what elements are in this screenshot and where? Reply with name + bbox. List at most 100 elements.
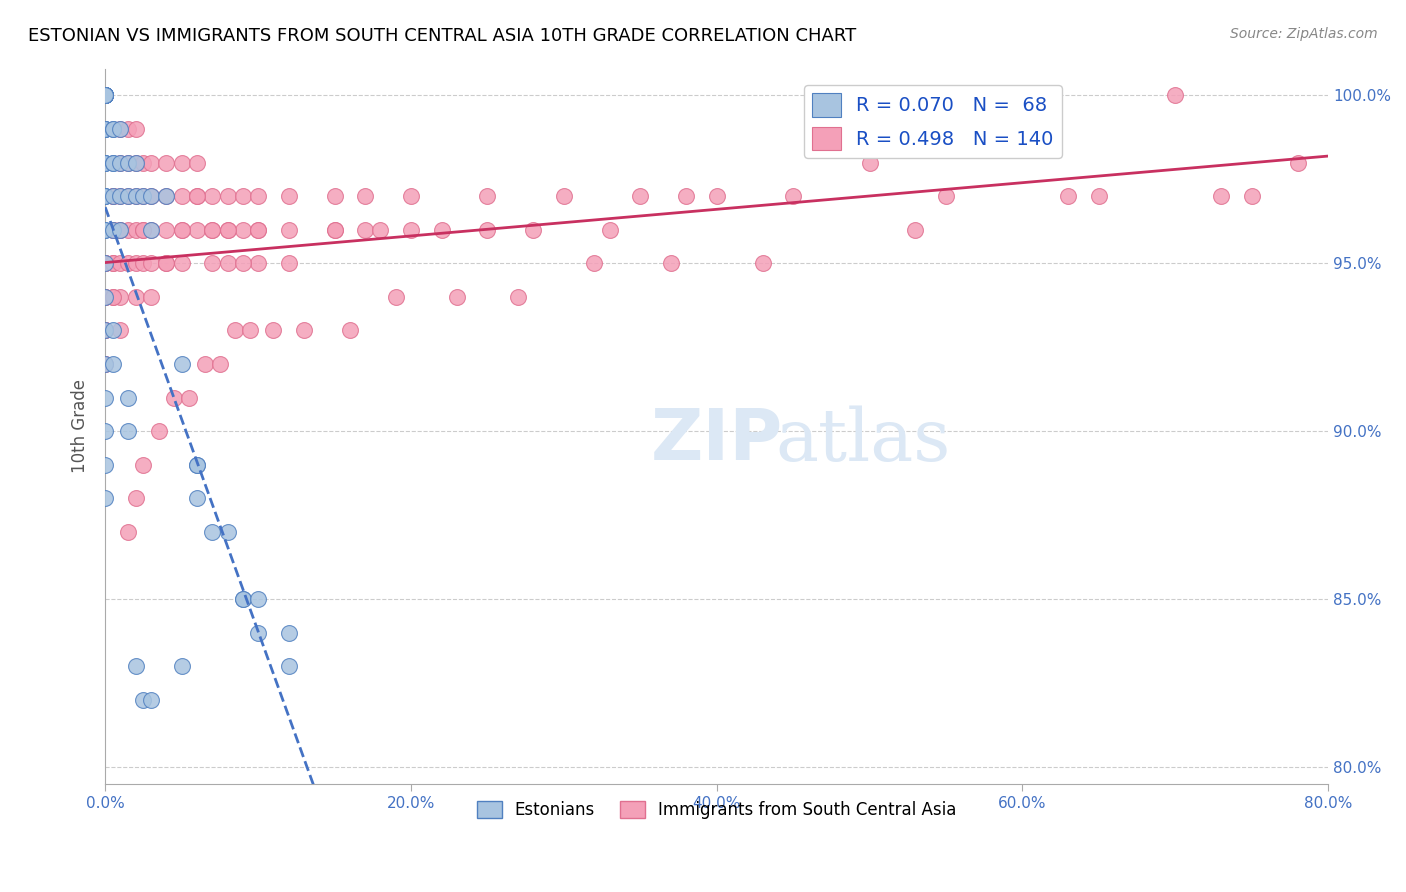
Point <box>262 323 284 337</box>
Point <box>139 256 162 270</box>
Point <box>94 256 117 270</box>
Point <box>354 223 377 237</box>
Text: ESTONIAN VS IMMIGRANTS FROM SOUTH CENTRAL ASIA 10TH GRADE CORRELATION CHART: ESTONIAN VS IMMIGRANTS FROM SOUTH CENTRA… <box>28 27 856 45</box>
Point <box>292 323 315 337</box>
Point <box>599 223 621 237</box>
Point <box>194 357 217 371</box>
Point <box>139 155 162 169</box>
Point <box>94 155 117 169</box>
Point <box>101 189 124 203</box>
Point <box>277 659 299 673</box>
Point <box>94 88 117 103</box>
Point <box>94 88 117 103</box>
Point <box>94 88 117 103</box>
Point <box>247 189 270 203</box>
Point <box>323 223 346 237</box>
Point <box>94 256 117 270</box>
Point <box>101 357 124 371</box>
Point <box>675 189 697 203</box>
Point <box>186 458 208 472</box>
Point <box>132 458 155 472</box>
Point <box>94 88 117 103</box>
Y-axis label: 10th Grade: 10th Grade <box>72 379 89 473</box>
Point <box>101 155 124 169</box>
Point <box>101 323 124 337</box>
Point <box>94 122 117 136</box>
Point <box>232 256 254 270</box>
Point <box>101 256 124 270</box>
Point <box>117 155 139 169</box>
Point <box>1286 155 1309 169</box>
Point <box>139 189 162 203</box>
Point <box>139 189 162 203</box>
Point <box>170 155 193 169</box>
Point <box>446 290 468 304</box>
Point <box>110 122 132 136</box>
Point <box>277 256 299 270</box>
Point <box>125 189 148 203</box>
Point <box>232 592 254 607</box>
Point <box>370 223 392 237</box>
Point <box>170 189 193 203</box>
Point <box>1164 88 1187 103</box>
Point <box>132 256 155 270</box>
Point <box>155 223 177 237</box>
Text: atlas: atlas <box>776 405 950 475</box>
Point <box>935 189 957 203</box>
Point <box>101 223 124 237</box>
Point <box>430 223 453 237</box>
Point <box>247 625 270 640</box>
Point <box>94 122 117 136</box>
Point <box>110 189 132 203</box>
Point <box>858 155 880 169</box>
Point <box>110 323 132 337</box>
Point <box>101 290 124 304</box>
Point <box>94 122 117 136</box>
Point <box>132 693 155 707</box>
Point <box>94 88 117 103</box>
Point <box>94 88 117 103</box>
Point <box>1011 122 1033 136</box>
Point <box>323 223 346 237</box>
Point <box>117 424 139 438</box>
Point <box>201 223 224 237</box>
Point <box>94 290 117 304</box>
Point <box>163 391 186 405</box>
Point <box>354 189 377 203</box>
Point <box>94 290 117 304</box>
Point <box>399 189 422 203</box>
Point <box>117 223 139 237</box>
Point <box>94 189 117 203</box>
Point <box>101 189 124 203</box>
Point <box>139 223 162 237</box>
Point <box>110 155 132 169</box>
Point <box>94 323 117 337</box>
Point <box>117 256 139 270</box>
Point <box>247 256 270 270</box>
Point <box>94 256 117 270</box>
Point <box>125 155 148 169</box>
Point <box>139 290 162 304</box>
Point <box>139 693 162 707</box>
Point <box>339 323 361 337</box>
Point <box>101 122 124 136</box>
Point <box>132 189 155 203</box>
Point <box>217 189 239 203</box>
Point <box>186 189 208 203</box>
Point <box>148 424 170 438</box>
Point <box>110 290 132 304</box>
Point <box>125 189 148 203</box>
Point <box>247 223 270 237</box>
Point <box>94 357 117 371</box>
Point <box>186 155 208 169</box>
Point <box>110 155 132 169</box>
Point <box>782 189 804 203</box>
Point <box>110 122 132 136</box>
Point <box>110 223 132 237</box>
Point <box>94 88 117 103</box>
Point <box>170 223 193 237</box>
Point <box>132 223 155 237</box>
Point <box>323 189 346 203</box>
Point <box>94 155 117 169</box>
Point <box>217 256 239 270</box>
